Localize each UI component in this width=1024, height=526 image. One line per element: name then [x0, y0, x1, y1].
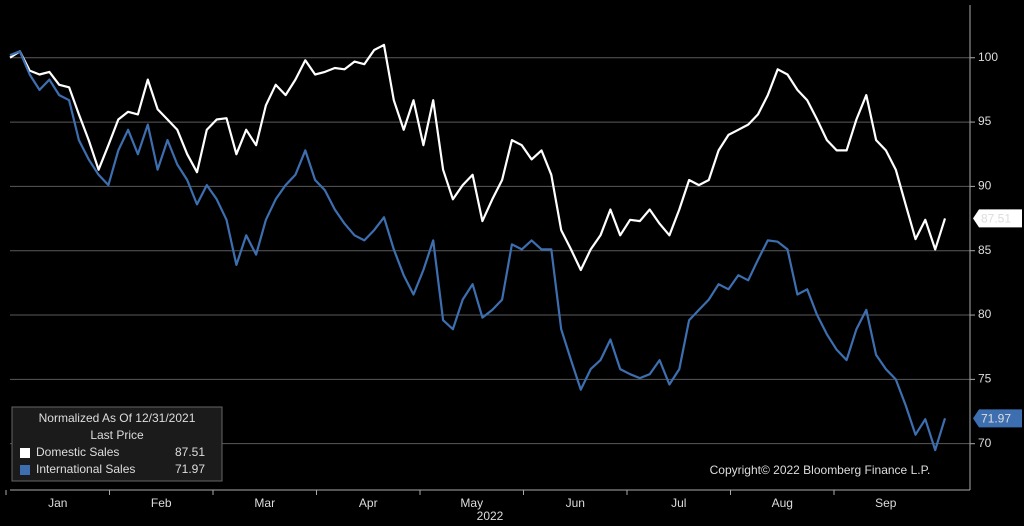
- last-value-tag: [973, 209, 1022, 228]
- legend-swatch: [20, 448, 30, 458]
- legend-subtitle: Last Price: [90, 428, 144, 442]
- series-line: [9, 50, 947, 452]
- last-value-tag: [973, 409, 1022, 428]
- x-axis-label: 2022: [477, 509, 504, 523]
- y-tick-label: 90: [978, 179, 992, 193]
- legend-swatch: [20, 465, 30, 475]
- last-value-label: 87.51: [981, 212, 1011, 226]
- series-line: [9, 43, 947, 272]
- x-tick-label: Sep: [875, 496, 897, 510]
- legend-title: Normalized As Of 12/31/2021: [39, 411, 196, 425]
- y-tick-label: 85: [978, 243, 992, 257]
- last-value-label: 71.97: [981, 412, 1011, 426]
- y-tick-label: 95: [978, 114, 992, 128]
- y-tick-label: 75: [978, 372, 992, 386]
- x-tick-label: Jul: [671, 496, 686, 510]
- x-tick-label: Jan: [48, 496, 67, 510]
- x-tick-label: Feb: [151, 496, 172, 510]
- x-tick-label: Mar: [254, 496, 275, 510]
- x-tick-label: Apr: [359, 496, 378, 510]
- y-tick-label: 100: [978, 50, 998, 64]
- legend-label: Domestic Sales: [36, 445, 119, 459]
- legend-box: [11, 406, 223, 482]
- legend-label: International Sales: [36, 462, 135, 476]
- copyright: Copyright© 2022 Bloomberg Finance L.P.: [710, 463, 931, 477]
- y-tick-label: 70: [978, 436, 992, 450]
- legend-value: 87.51: [175, 445, 205, 459]
- y-tick-label: 80: [978, 307, 992, 321]
- x-tick-label: May: [460, 496, 483, 510]
- x-tick-label: Jun: [566, 496, 585, 510]
- x-tick-label: Aug: [772, 496, 793, 510]
- legend-value: 71.97: [175, 462, 205, 476]
